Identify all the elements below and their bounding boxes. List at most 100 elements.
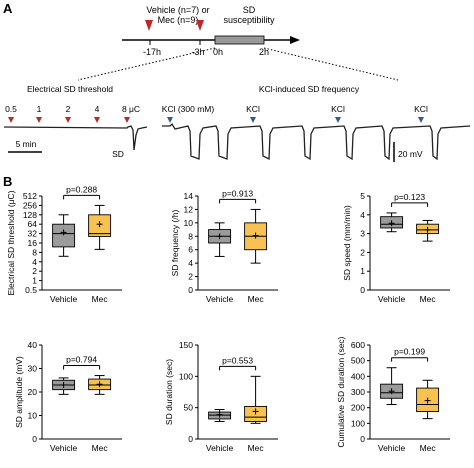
chart3-ytick-label: 4 bbox=[360, 210, 365, 220]
chart1-ytick-label: 16 bbox=[28, 238, 38, 248]
chart1-ytick-label: 128 bbox=[23, 210, 37, 220]
voltage-scale-label: 20 mV bbox=[398, 149, 423, 159]
chart1-x-label: Mec bbox=[92, 294, 109, 304]
tick-label-2: -3h bbox=[191, 47, 204, 57]
chart3-x-label: Mec bbox=[420, 294, 437, 304]
chart3-ytick-label: 5 bbox=[360, 191, 365, 201]
chart2-ytick-label: 2 bbox=[188, 272, 193, 282]
chart6-x-label: Mec bbox=[420, 443, 437, 453]
tick-label-4: 2h bbox=[259, 47, 269, 57]
groups-line1: Vehicle (n=7) or bbox=[146, 5, 209, 15]
chart4-ytick-label: 0 bbox=[32, 434, 37, 444]
chart5-x-label: Vehicle bbox=[206, 443, 234, 453]
sd-trace-label: SD bbox=[112, 149, 124, 159]
tick-label-3: 0h bbox=[213, 47, 223, 57]
chart2-ytick-label: 8 bbox=[188, 231, 193, 241]
chart1-ytick-label: 4 bbox=[32, 257, 37, 267]
chart2-ytick-label: 0 bbox=[188, 285, 193, 295]
chart5-y-label: SD duration (sec) bbox=[164, 359, 174, 425]
chart2-ytick-label: 6 bbox=[188, 245, 193, 255]
kcl-markers bbox=[167, 117, 424, 123]
chart3-ytick-label: 0 bbox=[360, 285, 365, 295]
chart1-ytick-label: 64 bbox=[28, 219, 38, 229]
sd-window-bar bbox=[214, 35, 265, 45]
stimulus-markers bbox=[8, 117, 130, 123]
chart2-x-label: Vehicle bbox=[206, 294, 234, 304]
electrical-trace bbox=[3, 125, 148, 151]
stim-label-5: 8 μC bbox=[122, 104, 140, 114]
panel-b-letter: B bbox=[3, 174, 13, 189]
kcl-label-4: KCl bbox=[414, 104, 428, 114]
chart1-pvalue: p=0.288 bbox=[66, 184, 97, 194]
sd-box-label2: susceptibility bbox=[223, 15, 275, 25]
kcl-title: KCl-induced SD frequency bbox=[259, 84, 360, 94]
chart6-ytick-label: 0 bbox=[360, 434, 365, 444]
chart4-y-label: SD amplitude (mV) bbox=[14, 356, 24, 428]
stim-label-2: 1 bbox=[37, 104, 42, 114]
chart2-ytick-label: 14 bbox=[184, 191, 194, 201]
stim-label-1: 0.5 bbox=[5, 104, 17, 114]
injection-marker-2 bbox=[196, 20, 204, 31]
chart6-ytick-label: 200 bbox=[351, 403, 365, 413]
chart6-pvalue: p=0.199 bbox=[394, 347, 425, 357]
kcl-label-2: KCl bbox=[246, 104, 260, 114]
chart1-ytick-label: 0.5 bbox=[25, 285, 37, 295]
chart6-ytick-label: 400 bbox=[351, 371, 365, 381]
chart4-x-label: Vehicle bbox=[50, 443, 78, 453]
panel-a-letter: A bbox=[3, 1, 13, 16]
sd-box-label1: SD bbox=[243, 5, 256, 15]
chart4-ytick-label: 30 bbox=[28, 364, 38, 374]
chart6-ytick-label: 500 bbox=[351, 356, 365, 366]
chart3-ytick-label: 3 bbox=[360, 229, 365, 239]
injection-marker-1 bbox=[145, 20, 153, 31]
kcl-label-3: KCl bbox=[331, 104, 345, 114]
chart6-ytick-label: 300 bbox=[351, 387, 365, 397]
chart6-ytick-label: 600 bbox=[351, 340, 365, 350]
kcl-label-1: KCl (300 mM) bbox=[162, 104, 215, 114]
chart4-ytick-label: 40 bbox=[28, 340, 38, 350]
time-scale-label: 5 min bbox=[16, 139, 37, 149]
chart4-ytick-label: 20 bbox=[28, 387, 38, 397]
chart4-x-label: Mec bbox=[92, 443, 109, 453]
stim-label-4: 4 bbox=[95, 104, 100, 114]
chart3-y-label: SD speed (mm/min) bbox=[342, 205, 352, 281]
chart1-x-label: Vehicle bbox=[50, 294, 78, 304]
chart3-ytick-label: 1 bbox=[360, 266, 365, 276]
chart2-ytick-label: 4 bbox=[188, 258, 193, 268]
chart1-ytick-label: 32 bbox=[28, 229, 38, 239]
chart6-ytick-label: 100 bbox=[351, 418, 365, 428]
groups-line2: Mec (n=9) bbox=[158, 15, 199, 25]
zoom-line-left bbox=[77, 47, 216, 81]
chart4-ytick-label: 10 bbox=[28, 411, 38, 421]
chart6-x-label: Vehicle bbox=[378, 443, 406, 453]
timeline-arrowhead bbox=[290, 36, 300, 44]
stim-label-3: 2 bbox=[66, 104, 71, 114]
chart2-ytick-label: 10 bbox=[184, 218, 194, 228]
chart5-ytick-label: 100 bbox=[179, 371, 193, 381]
chart1-ytick-label: 1 bbox=[32, 276, 37, 286]
chart1-y-label: Electrical SD threshold (μC) bbox=[6, 190, 16, 295]
chart2-y-label: SD frequency (/h) bbox=[170, 210, 180, 277]
chart5-pvalue: p=0.553 bbox=[222, 355, 253, 365]
chart5-ytick-label: 0 bbox=[188, 434, 193, 444]
chart1-ytick-label: 8 bbox=[32, 247, 37, 257]
chart3-x-label: Vehicle bbox=[378, 294, 406, 304]
chart4-pvalue: p=0.794 bbox=[66, 355, 97, 365]
electrical-title: Electrical SD threshold bbox=[27, 84, 113, 94]
kcl-trace bbox=[162, 122, 471, 161]
chart1-ytick-label: 2 bbox=[32, 266, 37, 276]
chart3-pvalue: p=0.123 bbox=[394, 192, 425, 202]
chart5-x-label: Mec bbox=[248, 443, 265, 453]
chart6-y-label: Cumulative SD duration (sec) bbox=[336, 336, 346, 447]
chart5-ytick-label: 150 bbox=[179, 340, 193, 350]
chart1-ytick-label: 512 bbox=[23, 191, 37, 201]
chart5-ytick-label: 50 bbox=[184, 403, 194, 413]
chart1-ytick-label: 256 bbox=[23, 200, 37, 210]
panel-a-figure: Vehicle (n=7) or Mec (n=9) SD susceptibi… bbox=[3, 5, 471, 162]
chart1-box-vehicle bbox=[52, 223, 76, 248]
tick-label-1: -17h bbox=[143, 47, 161, 57]
chart2-x-label: Mec bbox=[248, 294, 265, 304]
chart3-ytick-label: 2 bbox=[360, 247, 365, 257]
chart2-pvalue: p=0.913 bbox=[222, 188, 253, 198]
